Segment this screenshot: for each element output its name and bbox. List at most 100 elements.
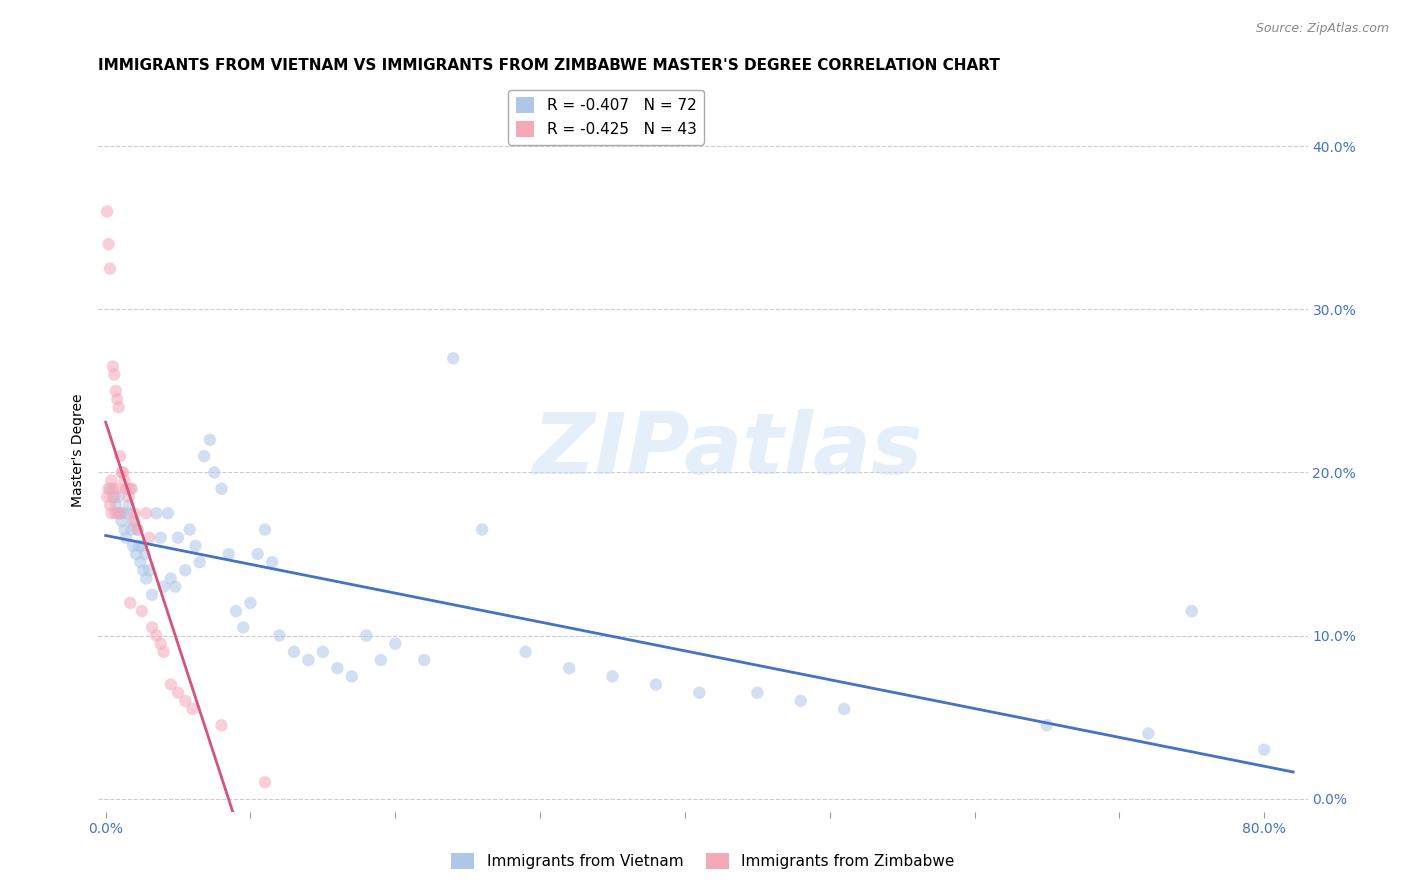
Point bbox=[167, 686, 190, 700]
Point bbox=[131, 539, 153, 553]
Point bbox=[152, 645, 174, 659]
Point bbox=[134, 547, 156, 561]
Point bbox=[127, 523, 149, 537]
Point bbox=[441, 351, 464, 366]
Point bbox=[218, 547, 240, 561]
Legend: R = -0.407   N = 72, R = -0.425   N = 43: R = -0.407 N = 72, R = -0.425 N = 43 bbox=[509, 89, 704, 145]
Point bbox=[114, 474, 136, 488]
Point bbox=[121, 482, 143, 496]
Point bbox=[790, 694, 813, 708]
Point bbox=[239, 596, 262, 610]
Point bbox=[159, 572, 181, 586]
Point bbox=[246, 547, 269, 561]
Text: IMMIGRANTS FROM VIETNAM VS IMMIGRANTS FROM ZIMBABWE MASTER'S DEGREE CORRELATION : IMMIGRANTS FROM VIETNAM VS IMMIGRANTS FR… bbox=[98, 58, 1000, 73]
Point bbox=[100, 506, 122, 520]
Point bbox=[181, 702, 204, 716]
Point bbox=[118, 490, 141, 504]
Point bbox=[127, 523, 149, 537]
Point bbox=[97, 237, 120, 252]
Point bbox=[124, 506, 146, 520]
Point bbox=[141, 588, 163, 602]
Point bbox=[515, 645, 537, 659]
Point bbox=[120, 482, 142, 496]
Point bbox=[108, 506, 131, 520]
Point bbox=[174, 563, 197, 577]
Point bbox=[149, 637, 172, 651]
Point bbox=[115, 531, 138, 545]
Point bbox=[297, 653, 319, 667]
Point bbox=[118, 498, 141, 512]
Point bbox=[688, 686, 710, 700]
Point bbox=[108, 506, 131, 520]
Point bbox=[115, 482, 138, 496]
Point bbox=[384, 637, 406, 651]
Point bbox=[96, 204, 118, 219]
Point bbox=[193, 449, 215, 463]
Point bbox=[98, 261, 121, 276]
Point bbox=[112, 466, 135, 480]
Point bbox=[101, 482, 124, 496]
Point bbox=[98, 498, 121, 512]
Point bbox=[138, 531, 160, 545]
Point bbox=[202, 466, 225, 480]
Point bbox=[340, 669, 363, 683]
Point bbox=[121, 523, 143, 537]
Point bbox=[120, 596, 142, 610]
Point bbox=[471, 523, 494, 537]
Point bbox=[117, 506, 139, 520]
Point bbox=[232, 620, 254, 634]
Point bbox=[114, 523, 136, 537]
Y-axis label: Master's Degree: Master's Degree bbox=[72, 393, 86, 508]
Point bbox=[1253, 743, 1275, 757]
Point bbox=[832, 702, 855, 716]
Point bbox=[131, 604, 153, 618]
Point bbox=[104, 498, 127, 512]
Point bbox=[105, 506, 128, 520]
Point bbox=[132, 563, 155, 577]
Point bbox=[107, 490, 129, 504]
Point bbox=[269, 629, 291, 643]
Point bbox=[110, 466, 132, 480]
Point bbox=[156, 506, 179, 520]
Point bbox=[129, 555, 152, 569]
Point bbox=[184, 539, 207, 553]
Point bbox=[1036, 718, 1059, 732]
Point bbox=[253, 775, 276, 789]
Point bbox=[103, 368, 125, 382]
Point bbox=[101, 359, 124, 374]
Point bbox=[110, 515, 132, 529]
Point bbox=[165, 580, 187, 594]
Point bbox=[125, 547, 148, 561]
Legend: Immigrants from Vietnam, Immigrants from Zimbabwe: Immigrants from Vietnam, Immigrants from… bbox=[446, 847, 960, 875]
Point bbox=[138, 563, 160, 577]
Point bbox=[198, 433, 221, 447]
Point bbox=[122, 539, 145, 553]
Point bbox=[97, 482, 120, 496]
Point bbox=[225, 604, 247, 618]
Point bbox=[174, 694, 197, 708]
Text: Source: ZipAtlas.com: Source: ZipAtlas.com bbox=[1256, 22, 1389, 36]
Point bbox=[253, 523, 276, 537]
Point bbox=[283, 645, 305, 659]
Point bbox=[602, 669, 624, 683]
Point bbox=[326, 661, 349, 675]
Point bbox=[1181, 604, 1204, 618]
Point bbox=[112, 506, 135, 520]
Point bbox=[101, 490, 124, 504]
Point bbox=[747, 686, 769, 700]
Point bbox=[558, 661, 581, 675]
Point bbox=[98, 482, 121, 496]
Point bbox=[149, 531, 172, 545]
Point bbox=[262, 555, 284, 569]
Point bbox=[356, 629, 378, 643]
Point bbox=[370, 653, 392, 667]
Text: ZIPatlas: ZIPatlas bbox=[531, 409, 922, 492]
Point bbox=[211, 718, 233, 732]
Point bbox=[117, 482, 139, 496]
Point bbox=[105, 482, 128, 496]
Point bbox=[159, 677, 181, 691]
Point bbox=[96, 490, 118, 504]
Point bbox=[124, 515, 146, 529]
Point bbox=[105, 392, 128, 406]
Point bbox=[135, 506, 157, 520]
